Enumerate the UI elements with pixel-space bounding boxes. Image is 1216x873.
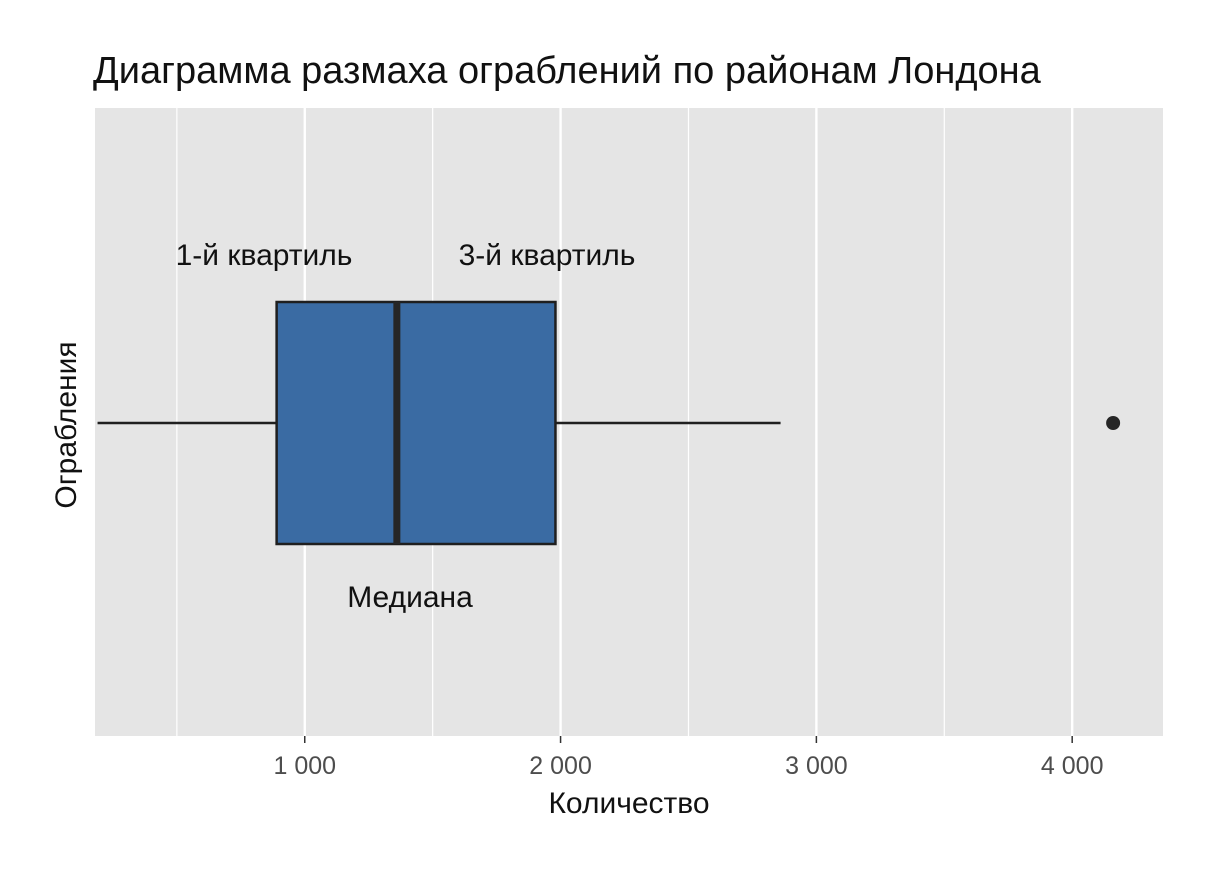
x-tick-label: 3 000 xyxy=(785,752,848,780)
x-tick-label: 4 000 xyxy=(1041,752,1104,780)
outlier-point xyxy=(1106,416,1121,430)
annotation-q1: 1-й квартиль xyxy=(176,239,353,272)
annotation-median: Медиана xyxy=(347,581,473,614)
x-axis-ticks: 1 000 2 000 3 000 4 000 xyxy=(273,736,1103,780)
x-tick-label: 1 000 xyxy=(273,752,336,780)
boxplot xyxy=(97,300,1121,546)
chart-title: Диаграмма размаха ограблений по районам … xyxy=(93,50,1042,92)
x-tick-label: 2 000 xyxy=(529,752,592,780)
y-axis-title: Ограбления xyxy=(50,341,83,508)
interquartile-box xyxy=(275,300,557,546)
x-axis-title: Количество xyxy=(548,787,709,820)
annotation-q3: 3-й квартиль xyxy=(459,239,636,272)
